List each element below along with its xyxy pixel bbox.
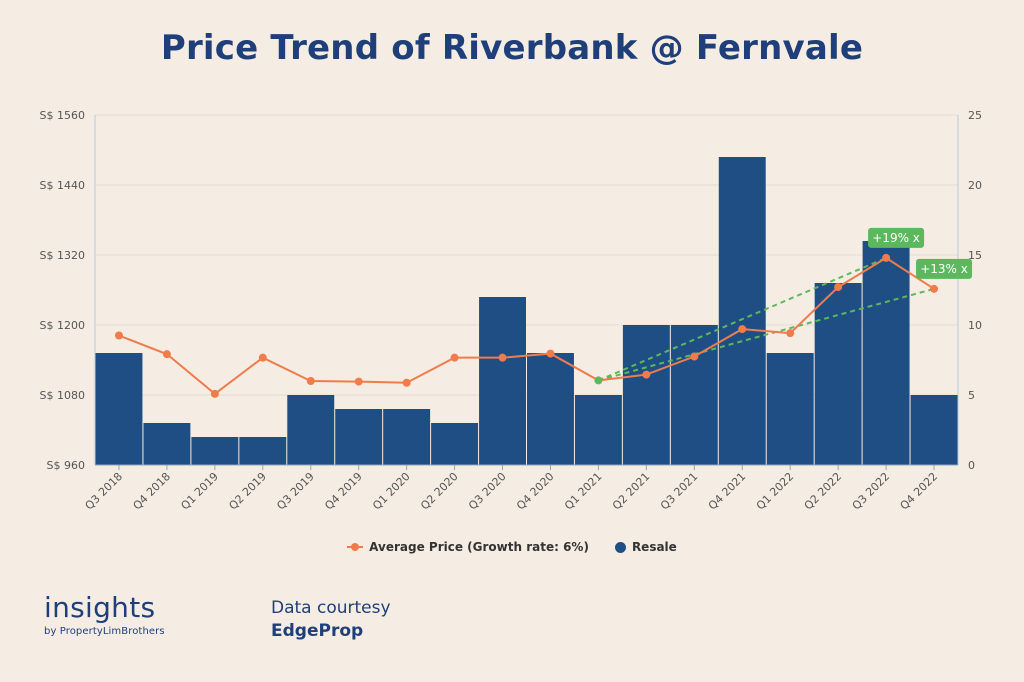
point-average-price — [162, 350, 171, 359]
point-average-price — [450, 353, 459, 362]
y-left-tick-label: S$ 1080 — [40, 389, 85, 402]
brand-subtitle: by PropertyLimBrothers — [44, 626, 165, 637]
x-tick-label: Q3 2022 — [850, 470, 893, 513]
annotation-badge — [868, 227, 925, 248]
point-average-price — [930, 284, 939, 293]
point-average-price — [882, 253, 891, 262]
line-average-price — [118, 256, 935, 396]
x-tick-label: Q3 2021 — [658, 470, 701, 513]
point-average-price — [546, 349, 555, 358]
legend-item-resale[interactable]: Resale — [614, 540, 677, 554]
y-right-tick-label: 25 — [968, 109, 982, 122]
x-tick-label: Q3 2020 — [466, 470, 509, 513]
legend-label-average-price: Average Price (Growth rate: 6%) — [369, 540, 589, 554]
y-left-tick-label: S$ 1200 — [40, 319, 85, 332]
x-tick-label: Q1 2022 — [754, 470, 797, 513]
bar-resale — [814, 283, 862, 465]
y-right-tick-label: 20 — [968, 179, 982, 192]
legend-item-average-price[interactable]: Average Price (Growth rate: 6%) — [347, 540, 589, 554]
x-tick-label: Q3 2019 — [274, 470, 317, 513]
bar-resale — [335, 409, 383, 465]
courtesy-label: Data courtesy — [271, 598, 391, 618]
x-tick-label: Q4 2019 — [322, 470, 365, 513]
bar-resale — [239, 437, 287, 465]
chart-legend: Average Price (Growth rate: 6%) Resale — [0, 540, 1024, 554]
y-left-tick-label: S$ 1560 — [40, 109, 85, 122]
x-tick-label: Q2 2021 — [610, 470, 653, 513]
annotation-label: +19% x — [872, 231, 920, 245]
x-tick-label: Q1 2019 — [178, 470, 221, 513]
line-marker-icon — [347, 542, 364, 552]
y-right-tick-label: 10 — [968, 319, 982, 332]
point-average-price — [786, 329, 795, 338]
legend-label-resale: Resale — [631, 540, 677, 554]
y-left-tick-label: S$ 960 — [47, 459, 85, 472]
y-left-tick-label: S$ 1440 — [40, 179, 85, 192]
point-average-price — [402, 378, 411, 387]
x-tick-label: Q1 2021 — [562, 470, 605, 513]
point-average-price — [834, 283, 843, 292]
x-tick-label: Q4 2022 — [898, 470, 941, 513]
annotation-label: +13% x — [920, 262, 968, 276]
point-average-price — [114, 331, 123, 340]
bar-resale — [95, 353, 143, 465]
x-tick-label: Q2 2019 — [226, 470, 269, 513]
y-left-tick-label: S$ 1320 — [40, 249, 85, 262]
bar-resale — [287, 395, 335, 465]
bar-resale — [383, 409, 431, 465]
x-tick-label: Q2 2020 — [418, 470, 461, 513]
brand-logo: insights by PropertyLimBrothers — [44, 591, 165, 638]
x-tick-label: Q1 2020 — [370, 470, 413, 513]
courtesy-source: EdgeProp — [271, 621, 364, 641]
bar-resale — [910, 395, 958, 465]
annotation-badge — [916, 258, 973, 279]
circle-marker-icon — [614, 541, 626, 553]
x-tick-label: Q4 2021 — [706, 470, 749, 513]
point-average-price — [258, 353, 267, 362]
point-average-price — [642, 370, 651, 379]
point-average-price — [210, 389, 219, 398]
point-average-price — [594, 376, 603, 385]
bar-resale — [718, 157, 766, 465]
bar-resale — [622, 325, 670, 465]
brand-name: insights — [44, 591, 156, 624]
x-tick-label: Q2 2022 — [802, 470, 845, 513]
x-tick-label: Q4 2018 — [131, 470, 174, 513]
x-tick-label: Q3 2018 — [83, 470, 126, 513]
point-average-price — [738, 325, 747, 334]
bar-resale — [527, 353, 574, 465]
bar-resale — [191, 437, 239, 465]
data-courtesy: Data courtesy EdgeProp — [271, 597, 391, 643]
point-average-price — [498, 353, 507, 362]
bar-resale — [862, 241, 910, 465]
y-right-tick-label: 0 — [968, 459, 975, 472]
y-right-tick-label: 5 — [968, 389, 975, 402]
bar-resale — [431, 423, 479, 465]
point-average-price — [690, 352, 699, 361]
bar-resale — [574, 395, 622, 465]
trend-annotation-line — [598, 256, 887, 382]
trend-annotation-line — [598, 287, 935, 382]
chart-title: Price Trend of Riverbank @ Fernvale — [160, 28, 864, 68]
y-right-tick-label: 15 — [968, 249, 982, 262]
point-average-price — [354, 377, 363, 386]
bar-resale — [479, 297, 526, 465]
x-tick-label: Q4 2020 — [514, 470, 557, 513]
point-average-price — [306, 377, 315, 385]
bar-resale — [143, 423, 191, 465]
bar-resale — [766, 353, 814, 465]
